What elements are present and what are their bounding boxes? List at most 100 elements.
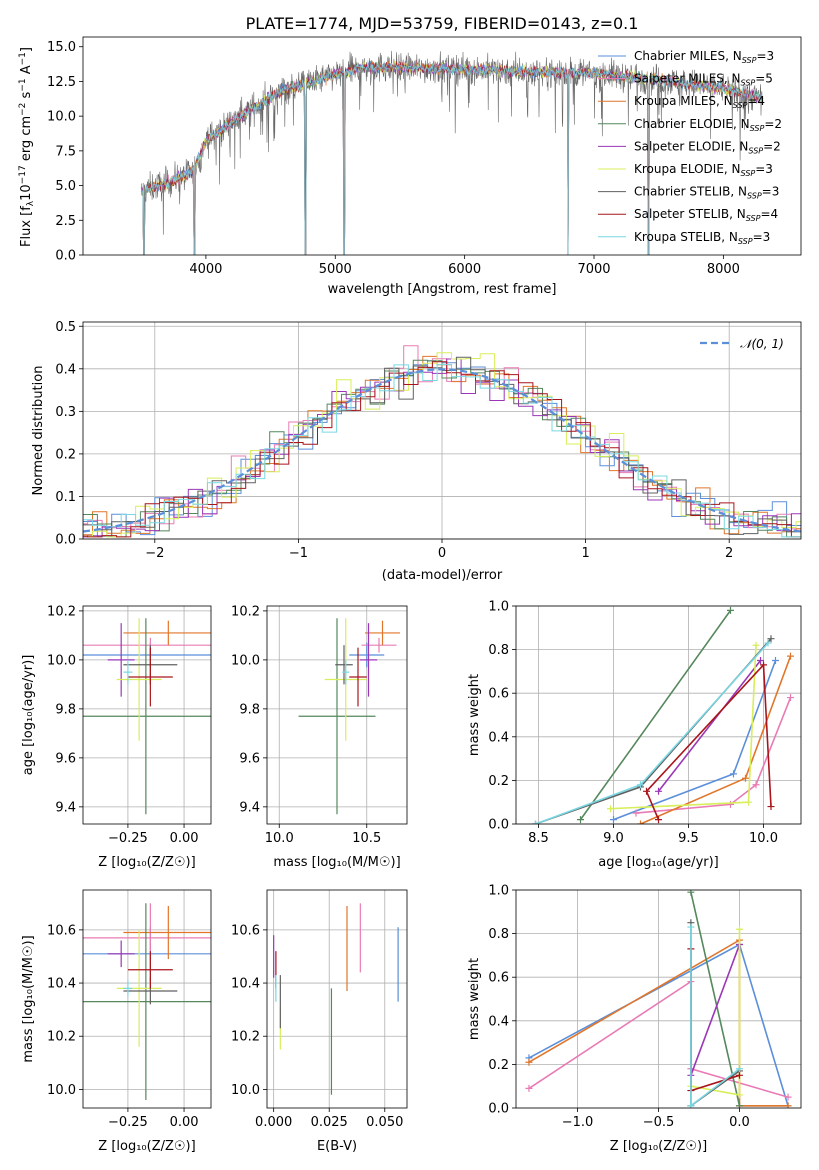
weight_vs_z-ytick-label: 1.0 <box>488 884 509 899</box>
weight_vs_age-ytick-label: 0.6 <box>488 687 509 702</box>
weight_vs_age-ytick-label: 0.0 <box>488 818 509 833</box>
weight_vs_z-marker-kroupa_elodie <box>735 1091 743 1099</box>
age_vs_mass-ytick-label: 9.6 <box>239 751 260 766</box>
age_vs_mass-ytick-label: 10.0 <box>231 653 260 668</box>
mass_vs_ebv-errorbars <box>273 903 399 1095</box>
mass_vs_z-xlabel: Z [log₁₀(Z/Z☉)] <box>98 1139 195 1154</box>
weight_vs_age-xtick-label: 8.5 <box>528 831 549 846</box>
mass_vs_ebv-ytick-label: 10.0 <box>231 1083 260 1098</box>
weight_vs_age-series-salpeter_miles <box>635 697 792 814</box>
weight_vs_age-ytick-label: 0.4 <box>488 730 509 745</box>
weight_vs_z-ytick-label: 0.4 <box>488 1014 509 1029</box>
weight_vs_age-xlabel: age [log₁₀(age/yr)] <box>598 855 719 870</box>
weight_vs_z-xtick-label: −1.0 <box>562 1115 594 1130</box>
spectrum-legend: Chabrier MILES, NSSP=3 Salpeter MILES, NS… <box>598 49 782 246</box>
figure-title: PLATE=1774, MJD=53759, FIBERID=0143, z=0… <box>246 14 639 33</box>
weight_vs_z-ytick-label: 0.6 <box>488 971 509 986</box>
weight_vs_age-marker-chabrier_miles <box>730 770 737 778</box>
residuals-normal-curve <box>83 368 801 533</box>
weight_vs_z-marker-salpeter_miles <box>784 1093 792 1101</box>
spectrum-ytick-label: 12.5 <box>47 75 76 90</box>
mass_vs_ebv-axes: 0.000 0.025 0.050 10.0 10.2 10.4 10.6 <box>231 890 407 1130</box>
legend-label-kroupa_elodie: Kroupa ELODIE, NSSP=3 <box>634 162 773 178</box>
weight_vs_age-lines <box>532 606 794 824</box>
spectrum-frame <box>82 36 802 256</box>
spectrum-ytick-label: 5.0 <box>55 179 76 194</box>
weight_vs_age-marker-salpeter_miles <box>787 694 794 702</box>
age_vs_mass-ytick-label: 9.4 <box>239 800 260 815</box>
weight_vs_age-series-chabrier_elodie <box>579 609 732 821</box>
weight_vs_age-marker-salpeter_miles <box>632 809 640 817</box>
weight_vs_age-marker-kroupa_elodie <box>752 641 760 649</box>
mass_vs_z-ytick-label: 10.4 <box>47 977 76 992</box>
weight_vs_z-marker-kroupa_stelib <box>687 923 695 931</box>
weight_vs_z-ytick-label: 0.2 <box>488 1058 509 1073</box>
weight_vs_age-ytick-label: 0.2 <box>488 774 509 789</box>
mass_vs_ebv-xtick-label: 0.025 <box>311 1115 348 1130</box>
spectrum-xtick-label: 8000 <box>707 262 740 277</box>
weight_vs_age-xtick-label: 10.0 <box>749 831 778 846</box>
age_vs_mass-errorbars <box>298 618 400 815</box>
weight_vs_z-marker-chabrier_elodie <box>735 1102 743 1108</box>
residuals-ytick-label: 0.1 <box>55 490 76 505</box>
weight_vs_z-marker-kroupa_miles <box>525 1058 533 1066</box>
mass_vs_z-ylabel: mass [log₁₀(M/M☉)] <box>21 935 36 1062</box>
residuals-ytick-label: 0.5 <box>55 320 76 335</box>
weight_vs_z-marker-salpeter_stelib <box>735 1071 743 1079</box>
mass_vs_z-xtick-label: 0.00 <box>170 1115 199 1130</box>
spectrum-series-kroupa_stelib <box>140 60 763 255</box>
weight_vs_age-marker-salpeter_miles <box>752 781 760 789</box>
weight_vs_age-series-salpeter_stelib <box>645 662 772 820</box>
weight_vs_age-marker-kroupa_miles <box>742 774 749 782</box>
age_vs_z-xtick-label: −0.25 <box>108 831 148 846</box>
spectrum-ytick-label: 10.0 <box>47 110 76 125</box>
mass_vs_z-xtick-label: −0.25 <box>108 1115 148 1130</box>
weight_vs_z-ytick-label: 0.0 <box>488 1102 509 1117</box>
weight_vs_age-series-salpeter_elodie <box>657 660 762 792</box>
legend-label-chabrier_stelib: Chabrier STELIB, NSSP=3 <box>634 185 779 201</box>
residuals-xtick-label: −2 <box>145 546 164 561</box>
residuals-hist-salpeter_stelib <box>83 361 801 538</box>
legend-label-salpeter_stelib: Salpeter STELIB, NSSP=4 <box>634 207 778 223</box>
weight_vs_z-xtick-label: 0.0 <box>729 1115 750 1130</box>
weight_vs_z-xtick-label: −0.5 <box>643 1115 675 1130</box>
weight_vs_z-lines <box>525 890 792 1108</box>
age_vs_z-xtick-label: 0.00 <box>170 831 199 846</box>
age_vs_mass-ytick-label: 9.8 <box>239 702 260 717</box>
mass_vs_ebv-xtick-label: 0.050 <box>366 1115 403 1130</box>
weight_vs_age-marker-salpeter_stelib <box>643 787 650 795</box>
mass_vs_ebv-xlabel: E(B-V) <box>317 1139 357 1154</box>
weight_vs_z-xlabel: Z [log₁₀(Z/Z☉)] <box>610 1139 707 1154</box>
mass_vs_ebv-ytick-label: 10.2 <box>231 1030 260 1045</box>
age_vs_z-ytick-label: 9.4 <box>55 800 76 815</box>
spectrum-ytick-label: 2.5 <box>55 214 76 229</box>
weight_vs_age-marker-salpeter_stelib <box>655 816 662 824</box>
age_vs_z-errorbars <box>83 618 211 815</box>
spectrum-ytick-label: 7.5 <box>55 144 76 159</box>
weight_vs_age-marker-chabrier_stelib <box>767 635 775 643</box>
legend-label-kroupa_miles: Kroupa MILES, NSSP=4 <box>634 94 765 110</box>
residuals-ytick-label: 0.0 <box>55 533 76 548</box>
weight_vs_age-frame <box>515 605 802 825</box>
spectrum-xtick-label: 4000 <box>189 262 222 277</box>
age_vs_z-frame <box>82 605 212 825</box>
weight_vs_age-marker-salpeter_stelib <box>767 803 775 811</box>
mass_vs_ebv-xtick-label: 0.000 <box>255 1115 292 1130</box>
spectrum-xtick-label: 7000 <box>577 262 610 277</box>
weight_vs_z-marker-kroupa_stelib <box>687 1102 695 1108</box>
residuals-xtick-label: 1 <box>581 546 589 561</box>
weight_vs_age-marker-salpeter_elodie <box>757 657 764 664</box>
age_vs_mass-xtick-label: 10.0 <box>265 831 294 846</box>
weight_vs_age-marker-chabrier_miles <box>772 657 779 664</box>
residuals-ylabel: Normed distribution <box>31 366 46 496</box>
weight_vs_z-marker-salpeter_miles <box>525 1084 533 1092</box>
residuals-xtick-label: 2 <box>725 546 733 561</box>
legend-label-kroupa_stelib: Kroupa STELIB, NSSP=3 <box>634 230 770 246</box>
spectrum-xtick-label: 5000 <box>319 262 352 277</box>
weight_vs_age-marker-kroupa_stelib <box>764 639 772 647</box>
mass_vs_ebv-ytick-label: 10.4 <box>231 977 260 992</box>
age_vs_z-ytick-label: 9.6 <box>55 751 76 766</box>
mass_vs_z-axes: −0.25 0.00 10.0 10.2 10.4 10.6 <box>47 890 211 1130</box>
age_vs_mass-xlabel: mass [log₁₀(M/M☉)] <box>273 855 400 870</box>
age_vs_z-ylabel: age [log₁₀(age/yr)] <box>21 655 36 776</box>
